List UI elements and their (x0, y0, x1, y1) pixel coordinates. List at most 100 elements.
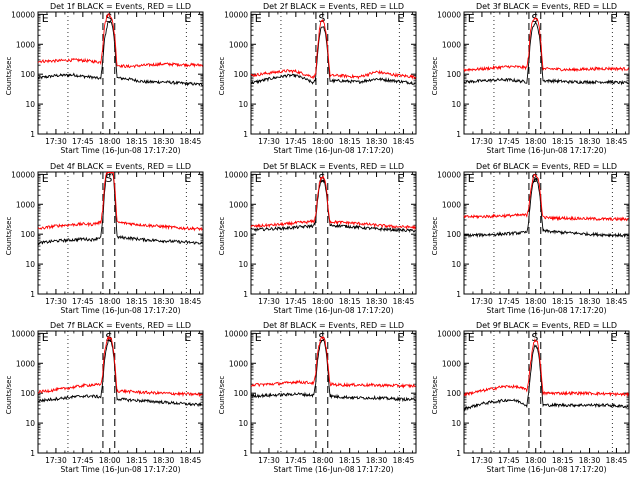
x-tick-label: 18:15 (552, 297, 574, 306)
y-tick-label: 1000 (229, 40, 248, 49)
y-tick-label: 10 (451, 260, 461, 269)
interval-marker: E (397, 331, 404, 344)
plot-frame (37, 171, 204, 295)
detector-panel-7: Det 7f BLACK = Events, RED = LLD 1 10 100 10… (5, 321, 204, 474)
y-tick-label: 100 (21, 70, 36, 79)
x-axis-label: Start Time (16-Jun-08 17:17:20) (274, 306, 394, 315)
interval-marker: S (105, 12, 112, 25)
x-axis-label: Start Time (16-Jun-08 17:17:20) (487, 465, 607, 474)
x-tick-label: 17:45 (498, 137, 520, 146)
plot-frame (463, 11, 630, 135)
y-axis-label: Counts/sec (431, 217, 439, 256)
x-tick-label: 17:45 (72, 137, 94, 146)
detector-panel-6: Det 6f BLACK = Events, RED = LLD 1 10 100 10… (431, 162, 630, 315)
events-lightcurve (37, 21, 203, 87)
panel-title: Det 3f BLACK = Events, RED = LLD (476, 2, 617, 11)
y-tick-label: 100 (447, 389, 462, 398)
y-tick-label: 100 (234, 230, 249, 239)
panel-title: Det 5f BLACK = Events, RED = LLD (263, 162, 404, 171)
x-tick-label: 18:45 (606, 137, 628, 146)
y-tick-label: 1 (243, 290, 248, 299)
y-tick-label: 1 (243, 130, 248, 139)
y-tick-label: 10 (25, 260, 35, 269)
events-lightcurve (37, 171, 203, 246)
x-tick-label: 18:30 (366, 297, 388, 306)
x-tick-label: 18:45 (180, 297, 202, 306)
x-tick-label: 18:45 (606, 456, 628, 465)
y-tick-label: 10000 (437, 170, 461, 179)
interval-marker: S (531, 172, 538, 185)
x-tick-label: 18:00 (99, 456, 121, 465)
interval-marker: S (318, 12, 325, 25)
panel-title: Det 9f BLACK = Events, RED = LLD (476, 321, 617, 330)
interval-marker: E (610, 172, 617, 185)
interval-marker: E (397, 12, 404, 25)
x-tick-label: 17:45 (285, 456, 307, 465)
x-tick-label: 17:30 (45, 456, 67, 465)
interval-marker: E (255, 172, 262, 185)
y-tick-label: 10000 (224, 10, 248, 19)
y-axis-label: Counts/sec (5, 217, 13, 256)
events-lightcurve (463, 21, 629, 86)
x-tick-label: 18:30 (153, 456, 175, 465)
x-tick-label: 18:15 (552, 137, 574, 146)
x-tick-label: 18:15 (339, 456, 361, 465)
detector-panel-8: Det 8f BLACK = Events, RED = LLD 1 10 100 10… (218, 321, 417, 474)
y-tick-label: 1 (30, 290, 35, 299)
x-tick-label: 17:45 (72, 297, 94, 306)
x-tick-label: 18:30 (579, 456, 601, 465)
detector-panel-3: Det 3f BLACK = Events, RED = LLD 1 10 100 10… (431, 2, 630, 155)
lld-lightcurve (37, 13, 203, 69)
x-tick-label: 18:00 (99, 137, 121, 146)
x-tick-label: 17:30 (471, 456, 493, 465)
events-lightcurve (463, 177, 629, 239)
y-tick-label: 1 (30, 130, 35, 139)
y-tick-label: 1 (456, 290, 461, 299)
y-axis-label: Counts/sec (431, 376, 439, 415)
y-tick-label: 10 (238, 419, 248, 428)
x-tick-label: 17:30 (45, 297, 67, 306)
x-axis-label: Start Time (16-Jun-08 17:17:20) (61, 465, 181, 474)
y-tick-label: 10 (238, 100, 248, 109)
y-tick-label: 10000 (224, 170, 248, 179)
x-tick-label: 17:45 (498, 456, 520, 465)
interval-marker: E (255, 12, 262, 25)
interval-marker: E (184, 172, 191, 185)
x-tick-label: 18:30 (366, 137, 388, 146)
y-tick-label: 100 (21, 230, 36, 239)
x-axis-label: Start Time (16-Jun-08 17:17:20) (274, 146, 394, 155)
detector-panel-4: Det 4f BLACK = Events, RED = LLD 1 10 100 10… (5, 162, 204, 315)
x-tick-label: 18:15 (339, 297, 361, 306)
panel-title: Det 8f BLACK = Events, RED = LLD (263, 321, 404, 330)
events-lightcurve (463, 344, 629, 412)
lld-lightcurve (250, 175, 416, 231)
y-tick-label: 10000 (437, 329, 461, 338)
interval-marker: E (42, 12, 49, 25)
plot-frame (250, 11, 417, 135)
detector-panel-9: Det 9f BLACK = Events, RED = LLD 1 10 100 10… (431, 321, 630, 474)
panel-title: Det 6f BLACK = Events, RED = LLD (476, 162, 617, 171)
y-tick-label: 10000 (224, 329, 248, 338)
y-tick-label: 10 (25, 100, 35, 109)
y-tick-label: 1000 (16, 359, 35, 368)
y-tick-label: 100 (234, 389, 249, 398)
y-axis-label: Counts/sec (218, 57, 226, 96)
x-axis-label: Start Time (16-Jun-08 17:17:20) (487, 306, 607, 315)
y-axis-label: Counts/sec (5, 376, 13, 415)
x-tick-label: 18:15 (126, 137, 148, 146)
events-lightcurve (37, 338, 203, 408)
detector-panel-1: Det 1f BLACK = Events, RED = LLD 1 10 100 10… (5, 2, 204, 155)
x-tick-label: 17:30 (258, 456, 280, 465)
y-axis-label: Counts/sec (5, 57, 13, 96)
lld-lightcurve (250, 335, 416, 389)
x-tick-label: 17:45 (285, 137, 307, 146)
plot-frame (250, 171, 417, 295)
interval-marker: E (184, 12, 191, 25)
x-tick-label: 17:30 (258, 137, 280, 146)
y-tick-label: 100 (21, 389, 36, 398)
x-tick-label: 17:45 (498, 297, 520, 306)
plot-frame (463, 330, 630, 454)
y-tick-label: 100 (447, 70, 462, 79)
events-lightcurve (250, 179, 416, 234)
plot-frame (250, 330, 417, 454)
